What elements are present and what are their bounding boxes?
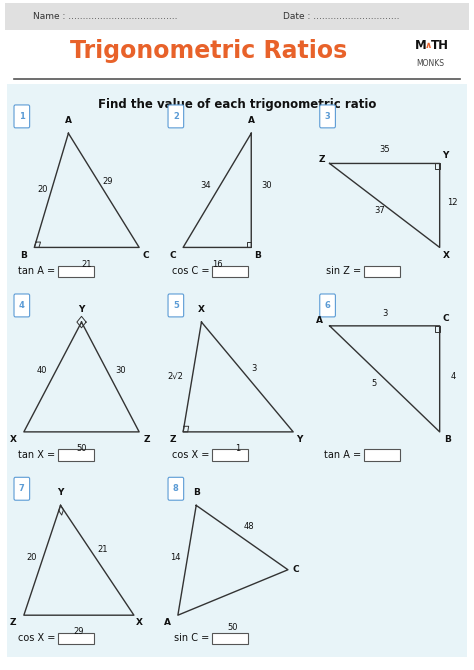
FancyBboxPatch shape	[168, 477, 183, 500]
Text: 1: 1	[236, 444, 241, 453]
Text: tan A =: tan A =	[18, 267, 55, 277]
Bar	[58, 632, 94, 644]
Text: TH: TH	[430, 39, 448, 52]
Text: 34: 34	[200, 182, 211, 190]
Text: 30: 30	[116, 366, 126, 375]
Text: A: A	[164, 618, 171, 627]
Text: Trigonometric Ratios: Trigonometric Ratios	[70, 38, 347, 62]
Text: Z: Z	[169, 435, 176, 444]
Text: 21: 21	[97, 545, 108, 554]
Text: A: A	[65, 116, 72, 125]
Text: C: C	[443, 314, 449, 323]
Text: 1: 1	[19, 112, 25, 121]
Text: 3: 3	[251, 364, 256, 373]
Bar	[212, 450, 248, 461]
Text: 5: 5	[173, 301, 179, 310]
Text: Find the value of each trigonometric ratio: Find the value of each trigonometric rat…	[98, 98, 376, 111]
Text: tan X =: tan X =	[18, 450, 55, 460]
Text: B: B	[255, 251, 261, 260]
Text: sin C =: sin C =	[174, 633, 209, 643]
Text: 16: 16	[212, 260, 222, 269]
Text: B: B	[193, 488, 200, 497]
Text: 29: 29	[73, 627, 84, 636]
Text: 5: 5	[372, 379, 377, 389]
Text: Y: Y	[57, 488, 64, 497]
Bar	[212, 265, 248, 277]
Text: Z: Z	[10, 618, 17, 627]
Text: A: A	[248, 116, 255, 125]
Text: B: B	[20, 251, 27, 260]
Bar	[212, 632, 248, 644]
Bar	[58, 450, 94, 461]
Text: M: M	[415, 39, 427, 52]
Text: 12: 12	[447, 198, 458, 207]
Text: Y: Y	[297, 435, 303, 444]
Text: X: X	[10, 435, 17, 444]
Text: cos X =: cos X =	[172, 450, 209, 460]
Text: 4: 4	[19, 301, 25, 310]
Text: Date : ..............................: Date : ..............................	[283, 12, 400, 21]
Text: X: X	[198, 305, 205, 314]
Text: cos X =: cos X =	[18, 633, 55, 643]
Text: 37: 37	[374, 206, 385, 215]
Text: 30: 30	[262, 182, 272, 190]
FancyBboxPatch shape	[320, 105, 336, 128]
Text: 40: 40	[37, 366, 47, 375]
Text: C: C	[142, 251, 149, 260]
FancyBboxPatch shape	[168, 105, 183, 128]
Text: 3: 3	[325, 112, 330, 121]
Text: Z: Z	[319, 155, 325, 164]
Text: Y: Y	[78, 305, 85, 314]
Text: C: C	[169, 251, 176, 260]
Text: 2√2: 2√2	[167, 372, 183, 381]
FancyBboxPatch shape	[3, 79, 471, 661]
Text: tan A =: tan A =	[324, 450, 361, 460]
FancyBboxPatch shape	[14, 294, 30, 317]
Text: 6: 6	[325, 301, 330, 310]
Text: 50: 50	[228, 623, 238, 632]
Text: 48: 48	[243, 523, 254, 531]
Text: 20: 20	[27, 553, 37, 561]
Text: B: B	[444, 435, 451, 444]
Text: 50: 50	[76, 444, 87, 453]
Text: C: C	[292, 565, 299, 574]
Text: A: A	[316, 316, 323, 326]
Text: MONKS: MONKS	[416, 59, 444, 68]
FancyBboxPatch shape	[14, 477, 30, 500]
Text: 2: 2	[173, 112, 179, 121]
Text: cos C =: cos C =	[172, 267, 209, 277]
Text: X: X	[443, 251, 450, 260]
FancyBboxPatch shape	[14, 105, 30, 128]
Text: 7: 7	[19, 484, 25, 493]
Text: 21: 21	[82, 260, 92, 269]
Bar	[364, 265, 400, 277]
Text: ∧: ∧	[424, 41, 431, 50]
Bar	[58, 265, 94, 277]
FancyBboxPatch shape	[0, 2, 474, 31]
Text: 29: 29	[102, 178, 113, 186]
Text: 8: 8	[173, 484, 179, 493]
Text: 3: 3	[382, 309, 387, 318]
Text: 14: 14	[170, 553, 181, 561]
FancyBboxPatch shape	[320, 294, 336, 317]
Text: Name : ......................................: Name : .................................…	[33, 12, 177, 21]
Text: Z: Z	[144, 435, 150, 444]
Bar	[364, 450, 400, 461]
Text: X: X	[136, 618, 143, 627]
Text: sin Z =: sin Z =	[326, 267, 361, 277]
FancyBboxPatch shape	[168, 294, 183, 317]
Text: 4: 4	[450, 372, 456, 381]
Text: Y: Y	[442, 151, 448, 160]
Text: 20: 20	[37, 185, 47, 194]
Text: 35: 35	[379, 145, 390, 153]
